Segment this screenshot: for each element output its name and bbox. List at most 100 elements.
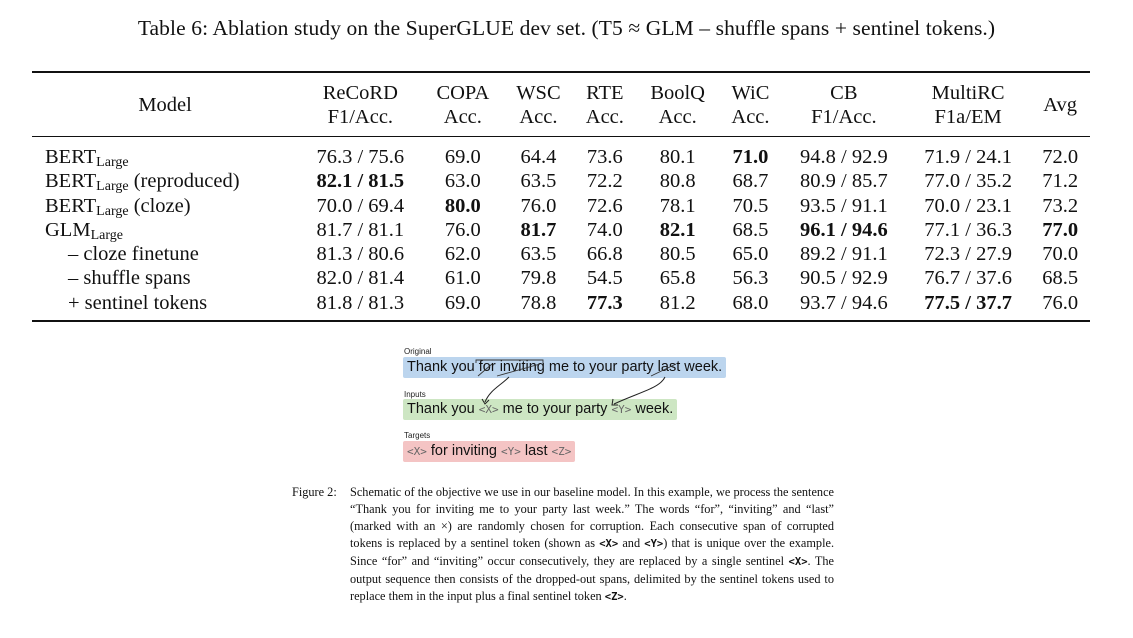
original-text-box: Thank you for inviting me to your party … [403, 357, 727, 378]
score-cell: 71.2 [1042, 170, 1079, 193]
model-name-cell: BERTLarge (cloze) [32, 194, 298, 219]
score-cell: 54.5 [586, 267, 623, 290]
model-name-cell: – cloze finetune [32, 242, 298, 266]
caption-token-z: <Z> [604, 591, 624, 603]
caption-text: Schematic of the objective we use in our… [350, 485, 834, 550]
score-cell: 68.7 [732, 170, 769, 193]
score-cell: 70.0 [1042, 243, 1079, 266]
ablation-table: Model ReCoRD F1/Acc. COPA Acc. WSC Acc. RTE… [32, 71, 1090, 323]
sentinel-z: <Z> [551, 445, 572, 458]
score-cell: 81.7 [520, 218, 557, 241]
header-avg: Avg [1030, 71, 1090, 137]
caption-text: . [623, 589, 627, 603]
score-cell: 82.1 / 81.5 [316, 170, 405, 193]
header-wsc: WSC Acc. [503, 71, 574, 137]
model-name-cell: + sentinel tokens [32, 290, 299, 323]
word-inviting-corrupted: inviting [499, 359, 545, 375]
header-record: ReCoRD F1/Acc. [298, 71, 423, 137]
header-multirc: MultiRC F1a/EM [906, 71, 1031, 137]
model-name-cell: BERTLarge (reproduced) [32, 169, 298, 194]
header-cb: CB F1/Acc. [781, 71, 906, 137]
score-cell: 80.9 / 85.7 [800, 170, 888, 193]
input-part: Thank you [407, 401, 479, 417]
score-cell: 90.5 / 92.9 [800, 267, 888, 290]
score-cell: 77.0 [1042, 218, 1079, 241]
score-cell: 79.8 [520, 267, 557, 290]
target-part: last [520, 443, 552, 459]
inputs-box: Thank you <X> me to your party <Y> week. [403, 399, 678, 420]
sentinel-y: <Y> [501, 445, 521, 458]
targets-label: Targets [404, 431, 431, 440]
score-cell: 74.0 [586, 218, 623, 241]
header-copa: COPA Acc. [422, 71, 504, 137]
header-wic: WiC Acc. [719, 71, 782, 137]
header-rte: RTE Acc. [573, 71, 637, 137]
inputs-label: Inputs [404, 390, 426, 399]
score-cell: 72.6 [586, 194, 623, 217]
score-cell: 78.8 [503, 290, 574, 323]
model-variant: (reproduced) [128, 170, 240, 193]
target-part: for inviting [426, 443, 502, 459]
model-name: BERT [45, 146, 97, 168]
score-cell: 76.7 / 37.6 [924, 267, 1012, 290]
score-cell: 68.5 [732, 218, 769, 241]
score-cell: 96.1 / 94.6 [800, 218, 888, 241]
table-body: BERTLarge 76.3 / 75.6 69.0 64.4 73.6 80.1 71.0… [32, 137, 1090, 323]
score-cell: 72.3 / 27.9 [924, 243, 1012, 266]
sentinel-x: <X> [478, 403, 499, 416]
score-cell: 82.0 / 81.4 [316, 267, 405, 290]
score-cell: 69.0 [444, 146, 481, 168]
score-cell: 70.0 / 23.1 [924, 194, 1012, 217]
header-model: Model [32, 71, 299, 137]
score-cell: 71.0 [732, 146, 769, 168]
score-cell: 77.0 / 35.2 [924, 170, 1012, 193]
score-cell: 81.8 / 81.3 [298, 290, 423, 323]
score-cell: 80.0 [444, 194, 481, 217]
score-cell: 65.8 [659, 267, 696, 290]
figure-caption-body: Schematic of the objective we use in our… [350, 484, 834, 606]
word-for-corrupted: for [478, 359, 496, 375]
model-variant: (cloze) [128, 194, 191, 217]
table-row: BERTLarge (cloze) 70.0 / 69.4 80.0 76.0 72.6… [32, 194, 1090, 219]
score-cell: 72.2 [586, 170, 623, 193]
score-cell: 73.2 [1042, 194, 1079, 217]
orig-part: Thank you [407, 359, 479, 375]
score-cell: 61.0 [444, 267, 481, 290]
score-cell: 76.0 [520, 194, 557, 217]
model-name: BERT [45, 194, 97, 217]
score-cell: 66.8 [586, 243, 623, 266]
model-name: BERT [45, 170, 97, 193]
table-header-row: Model ReCoRD F1/Acc. COPA Acc. WSC Acc. RTE… [32, 71, 1090, 137]
score-cell: 62.0 [444, 243, 481, 266]
score-cell: 73.6 [586, 146, 623, 168]
score-cell: 64.4 [520, 146, 557, 168]
score-cell: 70.0 / 69.4 [316, 194, 405, 217]
table-row: BERTLarge (reproduced) 82.1 / 81.5 63.0 63.… [32, 169, 1090, 194]
score-cell: 93.5 / 91.1 [800, 194, 888, 217]
word-last-corrupted: last [657, 359, 681, 375]
table-row: – cloze finetune 81.3 / 80.6 62.0 63.5 66.8 8… [32, 242, 1090, 266]
table-row: – shuffle spans 82.0 / 81.4 61.0 79.8 54.5 65… [32, 266, 1090, 290]
table-caption: Table 6: Ablation study on the SuperGLUE… [137, 16, 996, 40]
model-name: GLM [45, 218, 91, 241]
score-cell: 77.3 [573, 290, 637, 323]
score-cell: 63.0 [444, 170, 481, 193]
score-cell: 93.7 / 94.6 [781, 290, 906, 323]
model-name: + sentinel tokens [68, 291, 208, 314]
score-cell: 94.8 / 92.9 [800, 146, 888, 168]
model-name-cell: – shuffle spans [32, 266, 298, 290]
table-row: GLMLarge 81.7 / 81.1 76.0 81.7 74.0 82.1 68.5 9… [32, 218, 1090, 243]
score-cell: 89.2 / 91.1 [800, 243, 888, 266]
score-cell: 56.3 [732, 267, 769, 290]
model-size-subscript: Large [90, 227, 123, 243]
caption-text: and [618, 536, 645, 550]
model-size-subscript: Large [96, 155, 129, 170]
model-name-cell: BERTLarge [32, 137, 298, 170]
model-name-cell: GLMLarge [32, 218, 298, 243]
score-cell: 65.0 [732, 243, 769, 266]
caption-token-x: <X> [788, 556, 808, 568]
figure-caption: Figure 2: Schematic of the objective we … [292, 484, 834, 606]
input-part: me to your party [498, 401, 612, 417]
orig-part: me to your party [544, 359, 658, 375]
sentinel-y: <Y> [611, 403, 632, 416]
